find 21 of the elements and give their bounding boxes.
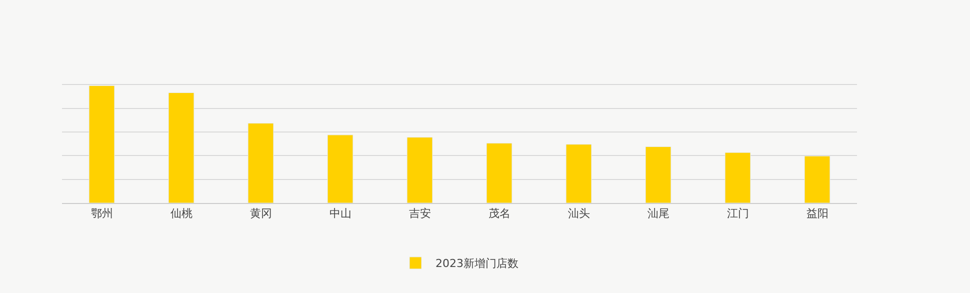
bar <box>406 137 433 203</box>
x-tick-label: 汕头 <box>568 207 590 220</box>
x-tick-label: 汕尾 <box>647 207 670 220</box>
x-tick-label: 鄂州 <box>90 207 113 220</box>
bar <box>168 92 194 203</box>
bar <box>566 144 592 203</box>
bar <box>88 85 115 203</box>
x-tick-label: 吉安 <box>408 207 431 220</box>
x-tick-label: 茂名 <box>488 207 510 220</box>
bar <box>327 134 354 203</box>
bar <box>724 152 751 203</box>
x-tick-label: 黄冈 <box>250 207 272 220</box>
x-tick-label: 中山 <box>329 207 352 220</box>
x-tick-label: 江门 <box>726 207 749 220</box>
bar <box>248 122 274 203</box>
legend-label: 2023新增门店数 <box>436 257 518 270</box>
bar <box>486 142 512 203</box>
bar <box>804 156 830 203</box>
x-tick-label: 仙桃 <box>170 207 192 220</box>
bar <box>645 146 672 203</box>
x-tick-label: 益阳 <box>806 207 828 220</box>
